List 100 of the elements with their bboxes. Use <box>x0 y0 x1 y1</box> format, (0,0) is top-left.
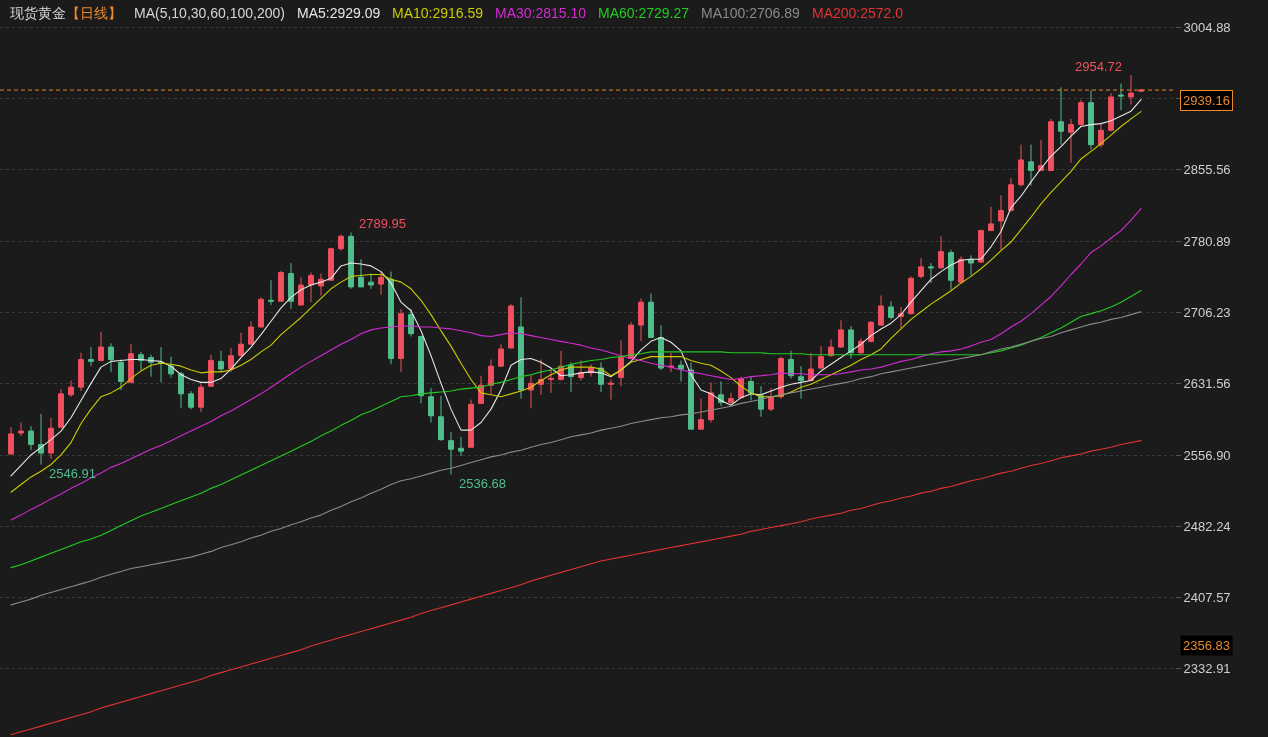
candlestick <box>108 342 114 373</box>
ref-line-label: 2939.16 <box>1183 93 1230 108</box>
candlestick <box>98 331 104 362</box>
candlestick <box>938 235 944 270</box>
candlestick <box>38 413 44 466</box>
candlestick <box>708 381 714 423</box>
candlestick <box>688 361 694 430</box>
line-series <box>10 311 1142 606</box>
y-tick-label: 2631.56 <box>1183 376 1231 392</box>
candlestick <box>18 421 24 437</box>
y-tick-label: 2706.23 <box>1183 305 1231 321</box>
candlestick <box>1068 118 1074 164</box>
candlestick <box>278 270 284 302</box>
candlestick <box>168 356 174 379</box>
candlestick <box>728 392 734 405</box>
candlestick <box>998 194 1004 251</box>
text: 2356.83 <box>1183 638 1230 653</box>
candlestick <box>788 350 794 380</box>
candlestick <box>218 350 224 373</box>
candlestick <box>158 346 164 383</box>
candlestick <box>1128 74 1134 106</box>
candlestick <box>368 273 374 290</box>
candlestick <box>488 358 494 395</box>
candlestick <box>498 343 504 368</box>
candlestick <box>798 365 804 400</box>
text: MA200:2572.0 <box>812 5 904 21</box>
candlestick <box>618 339 624 387</box>
candlestick <box>258 296 264 328</box>
candlestick <box>198 382 204 413</box>
candlestick <box>298 276 304 306</box>
text: 2536.68 <box>459 476 506 491</box>
candlestick <box>668 352 674 373</box>
candlestick <box>838 319 844 349</box>
chart-title: 现货黄金【日线】 <box>10 5 122 21</box>
candlestick <box>1058 86 1064 146</box>
candlestick <box>928 262 934 284</box>
chart-subtitle: MA(5,10,30,60,100,200) <box>134 5 285 21</box>
candlestick <box>678 359 684 382</box>
candlestick <box>28 425 34 451</box>
candlestick <box>268 279 274 306</box>
candlestick <box>698 398 704 430</box>
candlestick <box>228 347 234 373</box>
y-tick-label: 2556.90 <box>1183 447 1231 463</box>
candlestick <box>48 417 54 460</box>
candlestick <box>958 255 964 284</box>
candlestick <box>458 436 464 457</box>
candlestick <box>638 297 644 342</box>
candlestick <box>1008 177 1014 212</box>
candlestick <box>868 320 874 343</box>
text: 2954.72 <box>1075 59 1122 74</box>
y-tick-label: 2407.57 <box>1183 590 1231 606</box>
candlestick <box>338 233 344 252</box>
text: MA30:2815.10 <box>495 5 587 21</box>
candlestick <box>68 379 74 398</box>
candlestick <box>1048 118 1054 171</box>
y-tick-label: 3004.88 <box>1183 19 1231 35</box>
candlestick <box>398 308 404 373</box>
candlestick <box>348 232 354 290</box>
text: MA5:2929.09 <box>297 5 381 21</box>
candlestick <box>978 229 984 264</box>
text: MA60:2729.27 <box>598 5 690 21</box>
candlestick <box>768 387 774 412</box>
candlestick <box>358 258 364 288</box>
text: MA100:2706.89 <box>701 5 801 21</box>
candlestick <box>1118 83 1124 111</box>
candlestick <box>8 426 14 456</box>
line-series <box>10 289 1142 569</box>
candlestick <box>1108 92 1114 132</box>
candlestick <box>468 399 474 448</box>
candlestick <box>248 320 254 345</box>
text: 2546.91 <box>49 466 96 481</box>
y-tick-label: 2855.56 <box>1183 162 1231 178</box>
candlestick <box>428 387 434 423</box>
candlestick <box>828 338 834 358</box>
candlestick <box>918 257 924 279</box>
candlestick <box>238 332 244 358</box>
candlestick <box>1018 144 1024 188</box>
candlestick <box>178 371 184 409</box>
candlestick <box>378 271 384 296</box>
y-tick-label: 2482.24 <box>1183 518 1231 534</box>
candlestick <box>848 325 854 360</box>
candlestick <box>508 303 514 349</box>
candlestick <box>288 262 294 310</box>
line-series <box>10 207 1142 521</box>
candlestick <box>408 308 414 338</box>
candlestick <box>988 206 994 232</box>
candlestick <box>1078 99 1084 127</box>
candlestick <box>1088 89 1094 150</box>
candlestick <box>878 295 884 327</box>
y-tick-label: 2332.91 <box>1183 661 1231 677</box>
candlestick <box>128 343 134 384</box>
line-series <box>10 440 1142 736</box>
candlestick <box>118 358 124 391</box>
candlestick <box>948 249 954 291</box>
text: 2789.95 <box>359 216 406 231</box>
candlestick <box>328 247 334 281</box>
candlestick <box>438 395 444 442</box>
candlestick <box>1028 144 1034 187</box>
candlestick <box>308 272 314 303</box>
text: MA10:2916.59 <box>392 5 484 21</box>
